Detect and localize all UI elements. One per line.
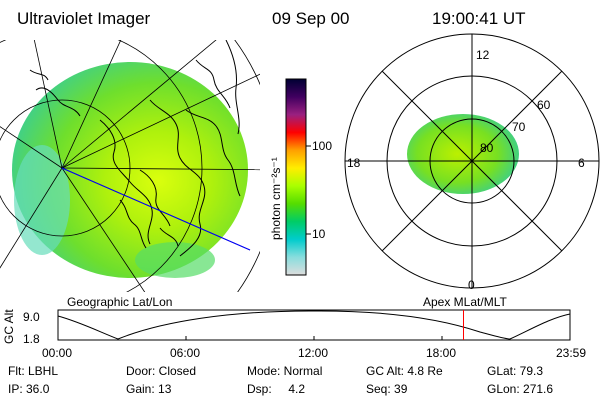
status-gc-alt: GC Alt: 4.8 Re <box>366 364 443 378</box>
status-dsp: Dsp: 4.2 <box>247 382 306 396</box>
coastlines <box>29 40 241 257</box>
status-door: Door: Closed <box>126 364 197 378</box>
mlt-label-18: 18 <box>347 156 361 170</box>
mlt-label-0: 0 <box>468 278 475 292</box>
right-panel-label: Apex MLat/MLT <box>423 295 507 309</box>
mlat-label-60: 60 <box>537 98 551 112</box>
colorbar-label-10: 10 <box>312 227 326 241</box>
time-label: 19:00:41 UT <box>432 9 526 28</box>
date-label: 09 Sep 00 <box>272 9 350 28</box>
altitude-xtick-0600: 06:00 <box>170 346 201 360</box>
geographic-map <box>0 40 260 292</box>
mlt-label-6: 6 <box>578 156 585 170</box>
altitude-xticks <box>185 336 443 340</box>
altitude-ytick-low: 1.8 <box>23 332 40 346</box>
polar-grid <box>344 33 600 289</box>
status-seq: Seq: 39 <box>366 382 408 396</box>
status-mode: Mode: Normal <box>247 364 323 378</box>
colorbar-unit-label: photon cm⁻²s⁻¹ <box>269 157 283 240</box>
mlat-label-80: 80 <box>480 141 494 155</box>
colorbar-frame <box>285 78 307 276</box>
colorbar-label-100: 100 <box>312 139 333 153</box>
left-panel-label: Geographic Lat/Lon <box>67 295 173 309</box>
altitude-ylabel: GC Alt <box>2 309 16 344</box>
altitude-curve <box>57 310 571 340</box>
status-gain: Gain: 13 <box>126 382 172 396</box>
app-title: Ultraviolet Imager <box>17 9 151 28</box>
status-flt: Flt: LBHL <box>8 364 59 378</box>
mlt-label-12: 12 <box>476 48 490 62</box>
altitude-xtick-0000: 00:00 <box>42 346 73 360</box>
colorbar <box>285 78 311 276</box>
status-glon: GLon: 271.6 <box>487 382 554 396</box>
colorbar-gradient <box>286 79 306 275</box>
altitude-xtick-1200: 12:00 <box>298 346 329 360</box>
status-glat: GLat: 79.3 <box>487 364 544 378</box>
polar-plot <box>344 33 600 289</box>
altitude-xtick-2359: 23:59 <box>556 346 587 360</box>
aurora-image-right <box>407 114 519 194</box>
altitude-xtick-1800: 18:00 <box>426 346 457 360</box>
status-ip: IP: 36.0 <box>8 382 50 396</box>
altitude-plot <box>57 309 571 341</box>
mlat-label-70: 70 <box>512 120 526 134</box>
altitude-ytick-high: 9.0 <box>23 310 40 324</box>
sun-direction-line <box>61 167 251 251</box>
